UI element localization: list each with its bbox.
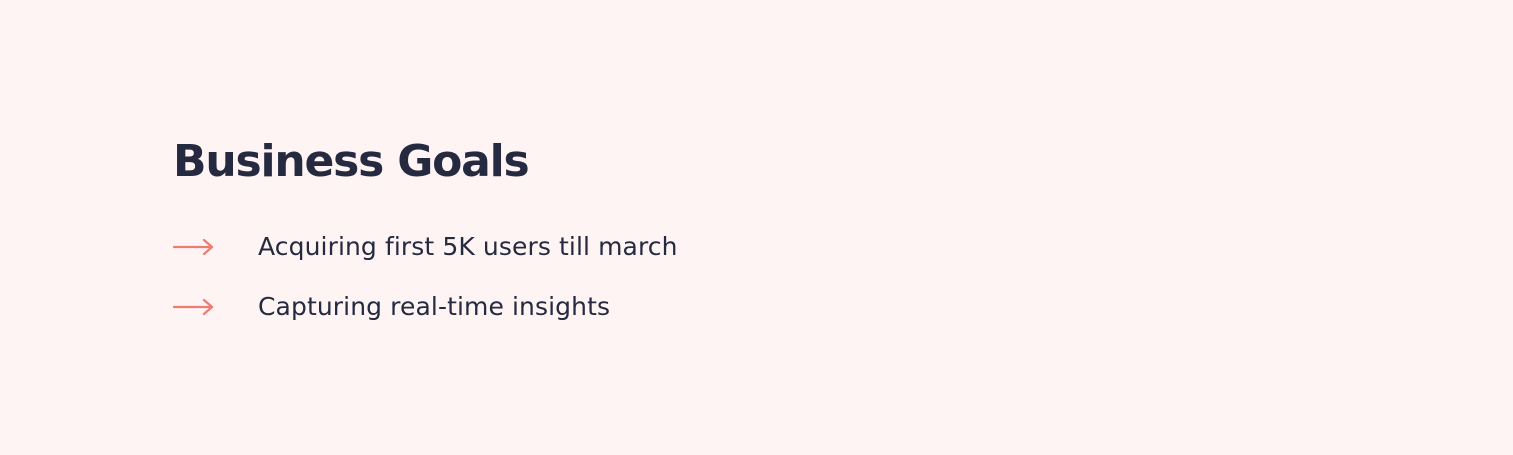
business-goals-section: Business Goals Acquiring first 5K users … xyxy=(173,135,1273,325)
goal-item: Acquiring first 5K users till march xyxy=(173,229,1273,265)
goal-item: Capturing real-time insights xyxy=(173,289,1273,325)
section-title: Business Goals xyxy=(173,136,530,187)
right-arrow-icon xyxy=(173,239,215,255)
goal-text: Capturing real-time insights xyxy=(258,292,611,321)
goal-text: Acquiring first 5K users till march xyxy=(258,232,678,261)
goal-list: Acquiring first 5K users till march Capt… xyxy=(173,229,1273,325)
right-arrow-icon xyxy=(173,299,215,315)
